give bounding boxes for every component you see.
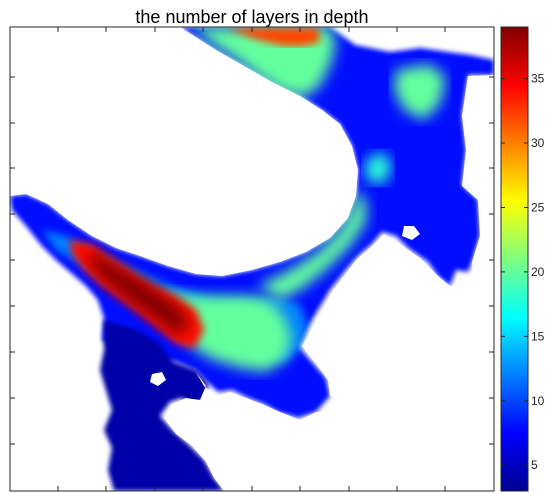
chart-title: the number of layers in depth: [135, 7, 368, 27]
central-arm-area: [258, 190, 366, 300]
heatmap-field: [10, 27, 494, 491]
central-arm-area: [394, 64, 446, 120]
land-mask: [462, 75, 494, 290]
colorbar: 5 10 15 20 25 30 35: [500, 26, 545, 492]
northern-channel-area: [226, 28, 320, 46]
colorbar-tick-label: 30: [531, 136, 545, 150]
colorbar-tick-label: 10: [531, 394, 545, 408]
land-mask: [164, 362, 494, 491]
eastern-basin-area: [10, 27, 494, 418]
colorbar-tick-label: 35: [531, 72, 545, 86]
southern-bay-area: [100, 320, 224, 491]
land-mask: [10, 27, 358, 276]
eastern-basin-area: [364, 152, 392, 184]
land-mask: [402, 226, 420, 240]
land-mask: [302, 234, 494, 396]
colorbar-tick-label: 5: [531, 458, 538, 472]
colorbar-tick-label: 15: [531, 329, 545, 343]
colorbar-tick-label: 20: [531, 265, 545, 279]
western-trench-area: [88, 250, 190, 334]
land-mask: [150, 372, 166, 386]
colorbar-tick-label: 25: [531, 200, 545, 214]
axis-ticks: [9, 27, 495, 491]
colorbar-gradient: [500, 26, 529, 492]
